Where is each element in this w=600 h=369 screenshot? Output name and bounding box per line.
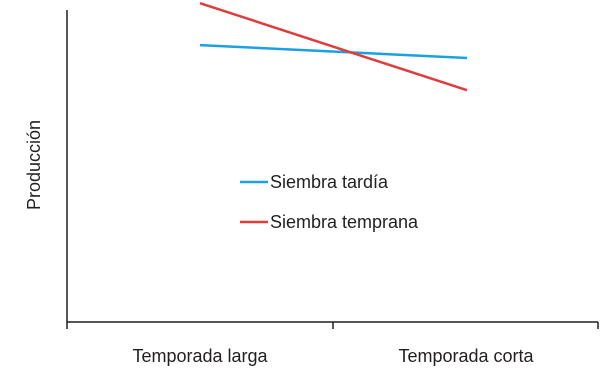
series-line-siembra-tardia: [199, 43, 468, 60]
legend-label-siembra-temprana: Siembra temprana: [270, 212, 419, 232]
y-axis-title: Producción: [24, 120, 44, 210]
legend: Siembra tardía Siembra temprana: [240, 172, 419, 232]
series-line-siembra-temprana: [199, 2, 468, 92]
axes: [66, 10, 599, 329]
x-tick-label-temporada-larga: Temporada larga: [132, 346, 268, 366]
x-tick-label-temporada-corta: Temporada corta: [398, 346, 534, 366]
legend-label-siembra-tardia: Siembra tardía: [270, 172, 389, 192]
series-lines: [199, 2, 468, 92]
